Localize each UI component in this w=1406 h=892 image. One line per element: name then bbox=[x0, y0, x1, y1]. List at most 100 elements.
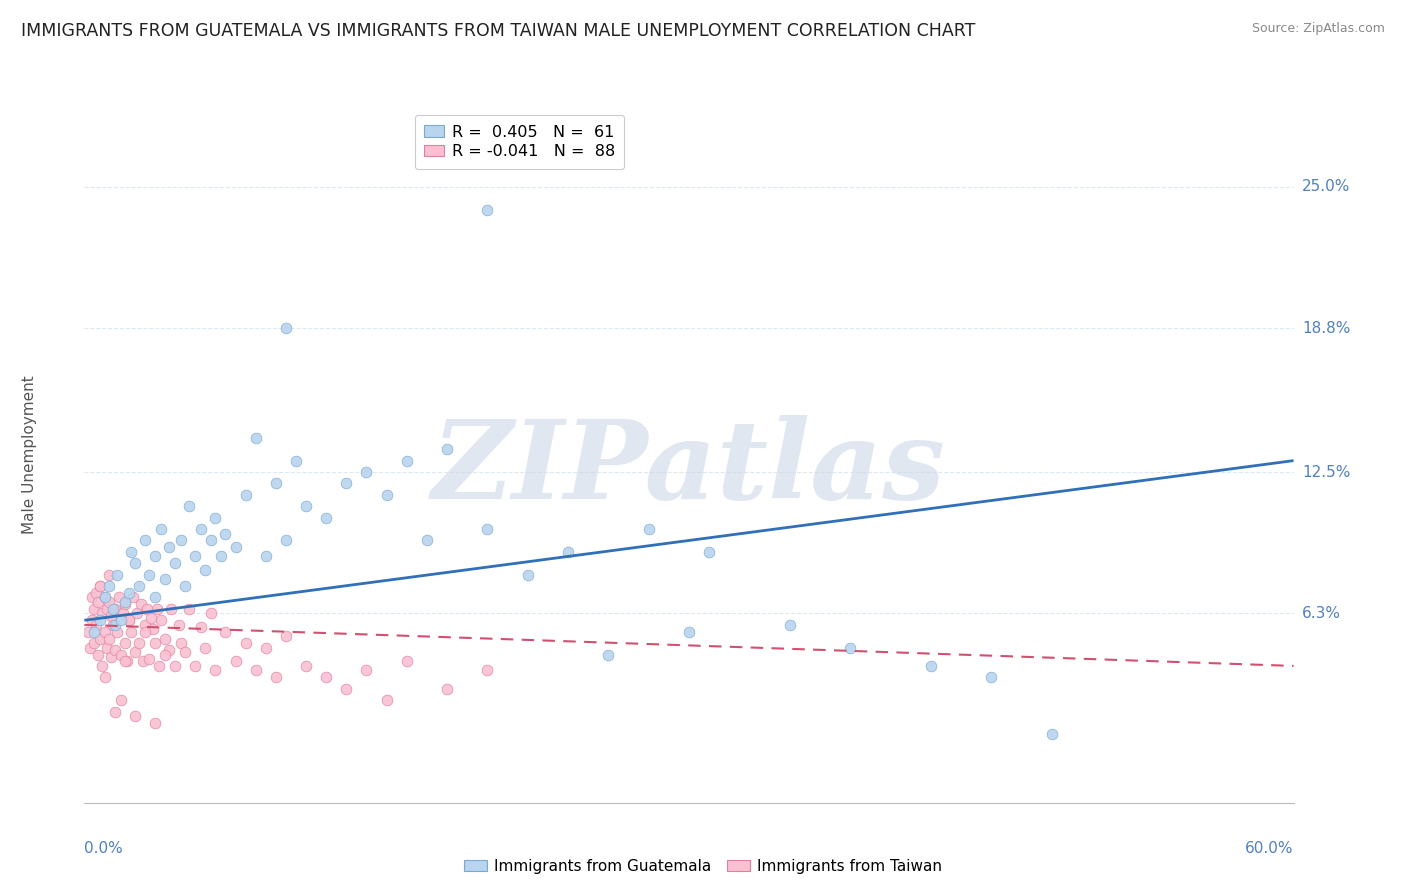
Point bbox=[138, 652, 160, 666]
Point bbox=[149, 522, 172, 536]
Point bbox=[124, 709, 146, 723]
Point bbox=[245, 431, 267, 445]
Point bbox=[128, 636, 150, 650]
Point bbox=[416, 533, 439, 548]
Point bbox=[170, 636, 193, 650]
Point bbox=[214, 526, 236, 541]
Point bbox=[436, 681, 458, 696]
Point bbox=[135, 602, 157, 616]
Point bbox=[335, 476, 357, 491]
Point bbox=[254, 549, 277, 564]
Text: ZIPatlas: ZIPatlas bbox=[432, 415, 946, 523]
Legend: Immigrants from Guatemala, Immigrants from Taiwan: Immigrants from Guatemala, Immigrants fr… bbox=[457, 853, 949, 880]
Point bbox=[678, 624, 700, 639]
Text: 6.3%: 6.3% bbox=[1302, 606, 1341, 621]
Point bbox=[97, 632, 120, 646]
Point bbox=[235, 0, 257, 12]
Point bbox=[335, 681, 357, 696]
Point bbox=[142, 623, 165, 637]
Point bbox=[200, 533, 222, 548]
Point bbox=[77, 624, 100, 639]
Point bbox=[143, 715, 166, 730]
Point bbox=[97, 579, 120, 593]
Point bbox=[97, 567, 120, 582]
Point bbox=[101, 602, 124, 616]
Point bbox=[124, 645, 146, 659]
Point bbox=[165, 659, 187, 673]
Text: IMMIGRANTS FROM GUATEMALA VS IMMIGRANTS FROM TAIWAN MALE UNEMPLOYMENT CORRELATIO: IMMIGRANTS FROM GUATEMALA VS IMMIGRANTS … bbox=[21, 22, 976, 40]
Point bbox=[83, 636, 105, 650]
Point bbox=[125, 607, 148, 621]
Point bbox=[89, 579, 111, 593]
Point bbox=[274, 629, 297, 643]
Point bbox=[235, 488, 257, 502]
Point bbox=[395, 453, 418, 467]
Point bbox=[107, 591, 129, 605]
Point bbox=[91, 607, 114, 621]
Point bbox=[101, 618, 124, 632]
Point bbox=[436, 442, 458, 457]
Point bbox=[315, 510, 337, 524]
Point bbox=[315, 670, 337, 684]
Point bbox=[149, 613, 172, 627]
Point bbox=[157, 643, 180, 657]
Point bbox=[104, 602, 127, 616]
Point bbox=[114, 598, 136, 612]
Point bbox=[118, 613, 141, 627]
Point bbox=[165, 556, 187, 570]
Point bbox=[160, 602, 183, 616]
Point bbox=[132, 654, 155, 668]
Point bbox=[83, 602, 105, 616]
Point bbox=[114, 636, 136, 650]
Point bbox=[120, 545, 142, 559]
Point bbox=[97, 595, 120, 609]
Point bbox=[170, 533, 193, 548]
Point bbox=[356, 465, 378, 479]
Text: Source: ZipAtlas.com: Source: ZipAtlas.com bbox=[1251, 22, 1385, 36]
Point bbox=[190, 620, 212, 634]
Point bbox=[93, 591, 115, 605]
Point bbox=[375, 693, 398, 707]
Point bbox=[179, 602, 201, 616]
Point bbox=[134, 618, 156, 632]
Point bbox=[167, 618, 190, 632]
Point bbox=[516, 567, 538, 582]
Point bbox=[139, 611, 162, 625]
Point bbox=[104, 618, 127, 632]
Point bbox=[100, 649, 122, 664]
Point bbox=[82, 613, 104, 627]
Text: 0.0%: 0.0% bbox=[84, 841, 124, 856]
Point bbox=[120, 624, 142, 639]
Point bbox=[194, 563, 217, 577]
Point bbox=[143, 591, 166, 605]
Point bbox=[134, 533, 156, 548]
Text: 12.5%: 12.5% bbox=[1302, 465, 1350, 480]
Point bbox=[190, 522, 212, 536]
Point bbox=[118, 613, 141, 627]
Point bbox=[110, 693, 132, 707]
Point bbox=[295, 500, 318, 514]
Point bbox=[96, 640, 118, 655]
Point bbox=[245, 664, 267, 678]
Point bbox=[375, 488, 398, 502]
Point bbox=[129, 598, 152, 612]
Point bbox=[184, 549, 207, 564]
Point bbox=[110, 613, 132, 627]
Point bbox=[87, 648, 110, 662]
Point bbox=[920, 659, 942, 673]
Point bbox=[89, 579, 111, 593]
Point bbox=[86, 618, 108, 632]
Point bbox=[264, 476, 287, 491]
Point bbox=[93, 591, 115, 605]
Point bbox=[204, 510, 226, 524]
Legend: R =  0.405   N =  61, R = -0.041   N =  88: R = 0.405 N = 61, R = -0.041 N = 88 bbox=[415, 115, 624, 169]
Point bbox=[121, 591, 143, 605]
Point bbox=[105, 567, 128, 582]
Point bbox=[598, 648, 620, 662]
Text: Male Unemployment: Male Unemployment bbox=[22, 376, 38, 534]
Point bbox=[264, 670, 287, 684]
Point bbox=[91, 659, 114, 673]
Point bbox=[143, 636, 166, 650]
Point bbox=[153, 632, 176, 646]
Point bbox=[111, 607, 134, 621]
